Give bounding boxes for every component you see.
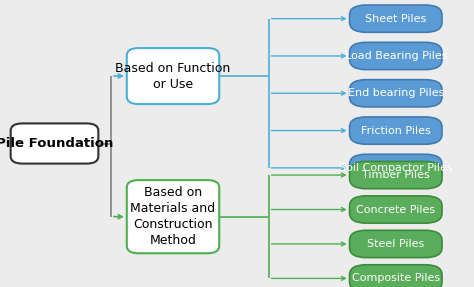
Text: Based on Function
or Use: Based on Function or Use [115,61,231,91]
FancyBboxPatch shape [349,196,442,223]
FancyBboxPatch shape [349,265,442,287]
Text: Timber Piles: Timber Piles [362,170,429,180]
FancyBboxPatch shape [349,154,442,182]
Text: Based on
Materials and
Construction
Method: Based on Materials and Construction Meth… [130,186,216,247]
Text: Concrete Piles: Concrete Piles [356,205,435,214]
FancyBboxPatch shape [349,79,442,107]
Text: Load Bearing Piles: Load Bearing Piles [345,51,447,61]
Text: Friction Piles: Friction Piles [361,126,431,135]
Text: Soil Compactor Piles: Soil Compactor Piles [339,163,453,173]
Text: End bearing Piles: End bearing Piles [347,88,444,98]
FancyBboxPatch shape [127,180,219,253]
FancyBboxPatch shape [11,123,99,164]
Text: Steel Piles: Steel Piles [367,239,424,249]
FancyBboxPatch shape [349,117,442,144]
FancyBboxPatch shape [127,48,219,104]
Text: Sheet Piles: Sheet Piles [365,14,427,24]
FancyBboxPatch shape [349,161,442,189]
Text: Pile Foundation: Pile Foundation [0,137,113,150]
FancyBboxPatch shape [349,42,442,69]
Text: Composite Piles: Composite Piles [352,274,440,283]
FancyBboxPatch shape [349,5,442,32]
FancyBboxPatch shape [349,230,442,258]
